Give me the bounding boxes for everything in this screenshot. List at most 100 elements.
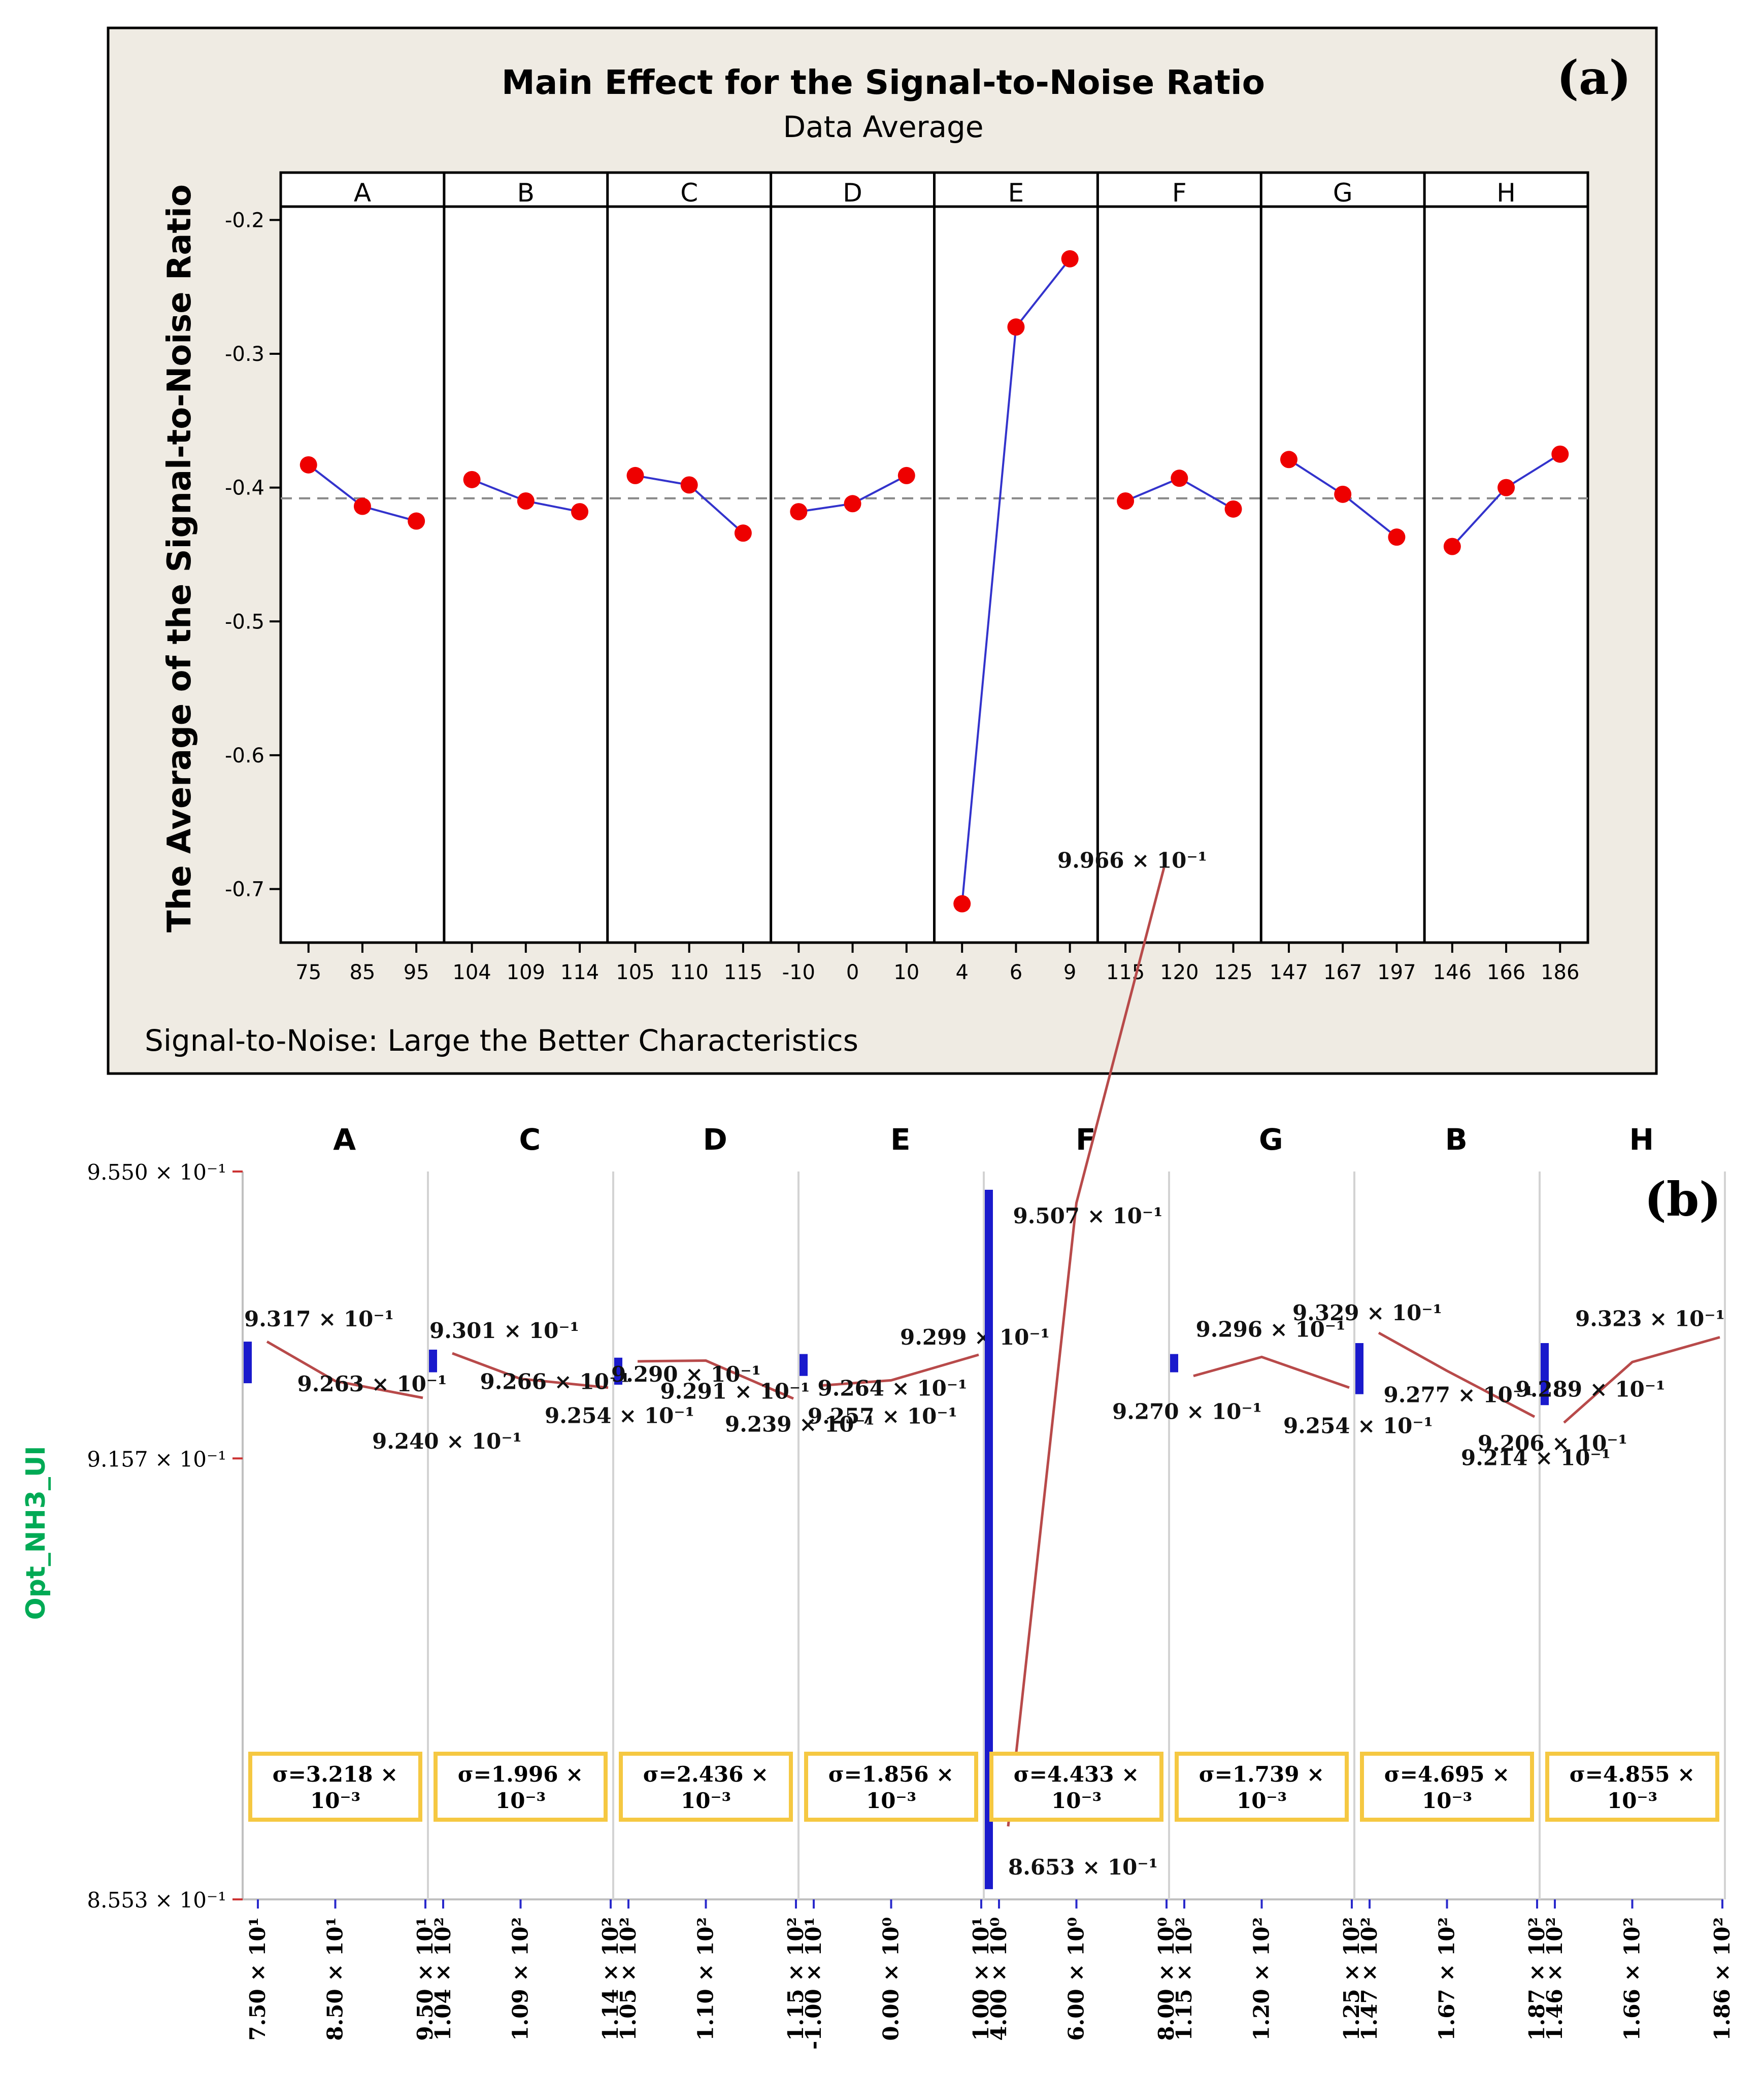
b-facet-header: G: [1259, 1122, 1283, 1157]
a-x-tick-label: 114: [560, 961, 599, 984]
a-data-point: [1061, 250, 1079, 267]
b-x-tick-label: 1.00 × 10¹: [969, 1917, 993, 2041]
b-x-tick-label: 9.50 × 10¹: [413, 1917, 438, 2041]
a-data-point: [734, 524, 752, 542]
a-data-point: [897, 466, 915, 484]
b-sigma-box: [989, 1752, 1163, 1822]
a-facet-header: G: [1333, 178, 1353, 208]
b-x-tick-label: 1.25 × 10²: [1339, 1917, 1364, 2041]
b-x-tick-label: -1.00 × 10¹: [801, 1917, 826, 2050]
b-series-line: [452, 1352, 609, 1389]
b-y-tick-label: 9.550 × 10⁻¹: [87, 1160, 226, 1185]
b-value-label: 9.290 × 10⁻¹: [611, 1362, 761, 1387]
panel-a-title: Main Effect for the Signal-to-Noise Rati…: [502, 63, 1265, 102]
b-value-label: 9.299 × 10⁻¹: [900, 1325, 1050, 1350]
b-x-tick-label: 1.47 × 10²: [1357, 1917, 1382, 2041]
a-data-point: [463, 471, 481, 488]
b-range-bar: [800, 1354, 808, 1376]
a-data-point: [844, 495, 861, 513]
b-range-bar: [985, 1189, 993, 1889]
b-y-tick-label: 8.553 × 10⁻¹: [87, 1888, 226, 1913]
b-value-label: 9.323 × 10⁻¹: [1575, 1306, 1725, 1331]
b-sigma-exponent: 10⁻³: [1422, 1788, 1472, 1813]
b-facet-header: B: [1445, 1122, 1468, 1157]
b-sigma-exponent: 10⁻³: [1051, 1788, 1102, 1813]
b-sigma-value: σ=4.855 ×: [1570, 1762, 1695, 1787]
b-series-line: [1563, 1336, 1720, 1424]
b-sigma-exponent: 10⁻³: [681, 1788, 731, 1813]
a-data-point: [790, 503, 808, 521]
a-data-point: [299, 456, 317, 474]
panel-a-y-axis: -0.2 -0.3 -0.4 -0.5 -0.6 -0.7: [225, 209, 281, 901]
a-data-point: [1497, 479, 1515, 496]
a-x-tick-label: 85: [349, 961, 375, 984]
a-data-point: [1551, 445, 1569, 463]
a-data-point: [1388, 528, 1406, 546]
b-sigma-value: σ=4.433 ×: [1014, 1762, 1140, 1787]
a-facet-header: H: [1496, 178, 1516, 208]
b-value-label: 9.266 × 10⁻¹: [480, 1369, 630, 1394]
b-range-bar: [429, 1349, 437, 1373]
a-facet-header: C: [680, 178, 698, 208]
a-x-tick-label: 115: [724, 961, 762, 984]
b-sigma-box: [619, 1752, 793, 1822]
a-x-tick-label: 110: [670, 961, 709, 984]
a-data-point: [953, 895, 971, 913]
b-x-tick-label: 1.14 × 10²: [598, 1917, 623, 2041]
a-facet-header: A: [354, 178, 371, 208]
b-series-line: [266, 1340, 423, 1399]
b-sigma-box: [248, 1752, 422, 1822]
a-data-point: [680, 476, 698, 494]
b-facet-header: A: [333, 1122, 356, 1157]
panel-a-footnote: Signal-to-Noise: Large the Better Charac…: [145, 1023, 858, 1058]
b-sigma-box: [1545, 1752, 1719, 1822]
b-sigma-box: [804, 1752, 978, 1822]
b-x-tick-label: 7.50 × 10¹: [245, 1917, 270, 2041]
b-value-label: 9.277 × 10⁻¹: [1384, 1383, 1534, 1408]
b-sigma-box: [1360, 1752, 1534, 1822]
panel-b-y-axis-label: Opt_NH3_UI: [21, 1446, 51, 1620]
a-data-point: [1117, 492, 1135, 510]
a-data-point: [1171, 470, 1188, 487]
a-y-tick-label: -0.7: [225, 878, 264, 901]
b-facet-header: D: [703, 1122, 727, 1157]
a-x-tick-label: 147: [1270, 961, 1308, 984]
b-value-label: 9.254 × 10⁻¹: [1283, 1414, 1433, 1439]
b-sigma-value: σ=1.739 ×: [1199, 1762, 1325, 1787]
a-data-point: [571, 503, 589, 521]
a-x-tick-label: 125: [1214, 961, 1252, 984]
b-value-label: 9.254 × 10⁻¹: [545, 1403, 694, 1428]
b-y-tick-label: 9.157 × 10⁻¹: [87, 1447, 226, 1471]
b-range-bar: [614, 1357, 622, 1385]
b-sigma-value: σ=1.856 ×: [828, 1762, 954, 1787]
a-data-point: [353, 497, 371, 515]
b-sigma-value: σ=4.695 ×: [1384, 1762, 1510, 1787]
b-x-tick-label: 1.10 × 10²: [693, 1917, 718, 2041]
b-x-tick-label: 1.15 × 10²: [783, 1917, 808, 2041]
b-x-tick-label: 1.04 × 10²: [430, 1917, 455, 2041]
a-x-tick-label: 6: [1010, 961, 1022, 984]
b-sigma-box: [434, 1752, 608, 1822]
b-value-label: 9.296 × 10⁻¹: [1196, 1317, 1346, 1342]
a-x-tick-label: 166: [1487, 961, 1525, 984]
a-facet-header: E: [1008, 178, 1024, 208]
b-x-tick-label: 1.20 × 10²: [1249, 1917, 1274, 2041]
b-x-tick-label: 1.15 × 10²: [1172, 1917, 1196, 2041]
b-series-line: [1378, 1331, 1536, 1418]
a-x-tick-label: 146: [1433, 961, 1472, 984]
panel-a-facets: A 75 85 95 B 104 109 114 C 105 110 115 D -10 0 10 E 4 6 9 F 1…: [281, 173, 1588, 984]
b-value-label: 9.263 × 10⁻¹: [297, 1371, 447, 1396]
a-data-point: [1280, 451, 1297, 469]
a-x-tick-label: 120: [1160, 961, 1199, 984]
a-data-point: [1224, 500, 1242, 518]
b-sigma-box: [1175, 1752, 1349, 1822]
a-data-point: [1007, 318, 1025, 336]
b-x-tick-label: 1.09 × 10²: [508, 1917, 533, 2041]
b-series-line: [1007, 867, 1166, 1827]
b-value-label: 9.966 × 10⁻¹: [1057, 848, 1207, 873]
a-y-tick-label: -0.3: [225, 343, 264, 366]
panel-a-y-axis-label: The Average of the Signal-to-Noise Ratio: [161, 184, 198, 932]
b-x-tick-label: 4.00 × 10⁰: [986, 1917, 1011, 2041]
b-x-tick-label: 8.00 × 10⁰: [1154, 1917, 1179, 2041]
